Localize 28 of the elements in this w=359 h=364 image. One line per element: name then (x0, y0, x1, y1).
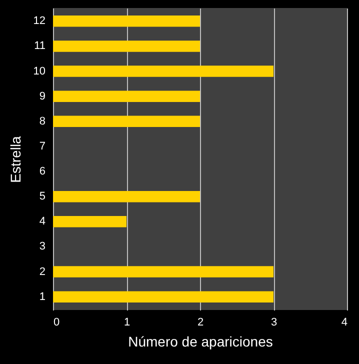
bar (53, 66, 274, 77)
y-axis-title: Estrella (7, 136, 24, 183)
x-tick-label: 1 (124, 316, 130, 328)
x-tick-label: 4 (341, 316, 348, 328)
bar (53, 291, 274, 302)
y-tick-label: 3 (39, 240, 46, 253)
y-tick-label: 7 (39, 140, 46, 152)
x-tick-label: 2 (197, 316, 204, 328)
y-tick-label: 5 (39, 190, 46, 203)
y-tick-label: 6 (39, 166, 46, 178)
bar (53, 116, 200, 128)
y-tick-label: 8 (39, 115, 46, 128)
bar (53, 266, 274, 278)
bar (53, 216, 126, 228)
bar (53, 16, 200, 27)
x-tick-label: 0 (54, 316, 60, 328)
bar (53, 190, 200, 202)
y-tick-label: 2 (39, 266, 46, 278)
y-tick-label: 4 (39, 216, 46, 228)
x-tick-label: 3 (270, 316, 278, 328)
x-axis-title: Número de apariciones (128, 334, 273, 350)
y-tick-label: 11 (34, 40, 46, 52)
bar (53, 40, 200, 52)
bar (53, 90, 200, 102)
y-tick-label: 12 (33, 15, 46, 28)
y-tick-label: 9 (39, 90, 46, 102)
y-tick-label: 10 (33, 65, 46, 78)
y-tick-label: 1 (39, 290, 46, 303)
